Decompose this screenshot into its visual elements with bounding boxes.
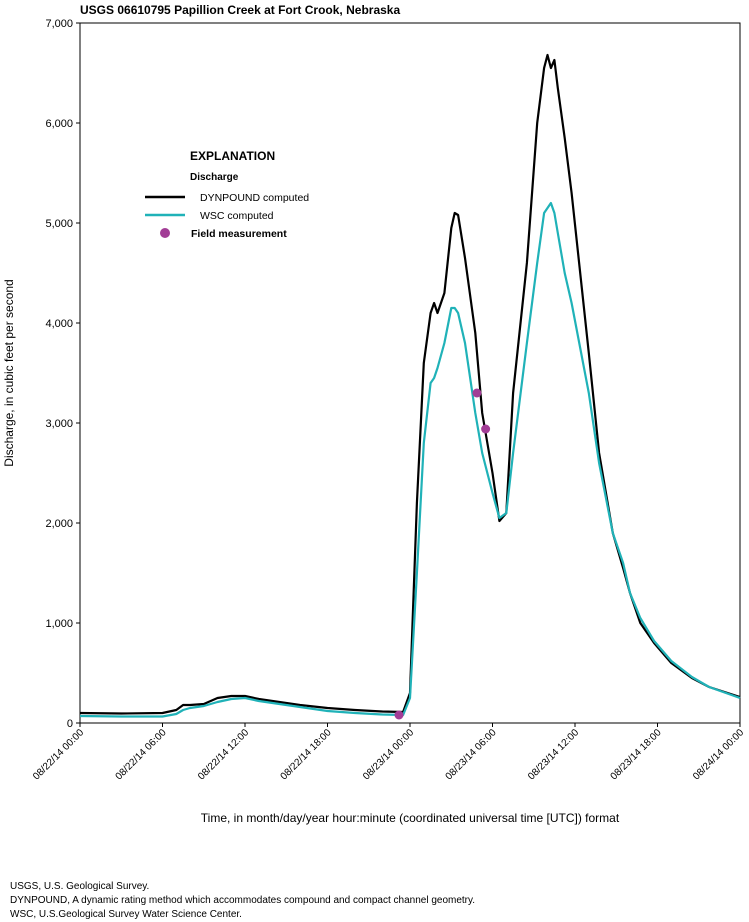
x-tick-label: 08/22/14 12:00: [196, 727, 251, 782]
series-line: [79, 201, 741, 718]
footnote: DYNPOUND, A dynamic rating method which …: [10, 895, 475, 906]
legend-marker: [160, 228, 170, 238]
y-tick-label: 0: [67, 718, 73, 730]
x-tick-label: 08/23/14 06:00: [444, 727, 499, 782]
x-tick-label: 08/23/14 18:00: [609, 727, 664, 782]
y-tick-label: 7,000: [45, 18, 73, 30]
x-tick-label: 08/23/14 00:00: [361, 727, 416, 782]
field-point: [394, 710, 404, 720]
y-tick-label: 6,000: [45, 118, 73, 130]
y-tick-label: 1,000: [45, 618, 73, 630]
legend-label: Field measurement: [191, 228, 287, 240]
x-tick-label: 08/24/14 00:00: [691, 727, 746, 782]
x-tick-label: 08/23/14 12:00: [526, 727, 581, 782]
x-tick-label: 08/22/14 00:00: [31, 727, 86, 782]
y-tick-label: 4,000: [45, 318, 73, 330]
footnote: WSC, U.S.Geological Survey Water Science…: [10, 909, 242, 920]
chart-title: USGS 06610795 Papillion Creek at Fort Cr…: [80, 3, 400, 17]
y-tick-label: 5,000: [45, 218, 73, 230]
y-tick-label: 3,000: [45, 418, 73, 430]
series-line: [79, 53, 741, 715]
x-axis-title: Time, in month/day/year hour:minute (coo…: [201, 811, 620, 825]
legend-label: WSC computed: [200, 210, 274, 222]
y-axis-title: Discharge, in cubic feet per second: [2, 279, 16, 466]
x-tick-label: 08/22/14 06:00: [114, 727, 169, 782]
legend-title: EXPLANATION: [190, 149, 275, 163]
x-tick-label: 08/22/14 18:00: [279, 727, 334, 782]
legend-label: DYNPOUND computed: [200, 192, 309, 204]
footnote: USGS, U.S. Geological Survey.: [10, 881, 149, 892]
y-tick-label: 2,000: [45, 518, 73, 530]
field-point: [481, 424, 491, 434]
field-point: [472, 388, 482, 398]
legend-subtitle: Discharge: [190, 172, 239, 183]
